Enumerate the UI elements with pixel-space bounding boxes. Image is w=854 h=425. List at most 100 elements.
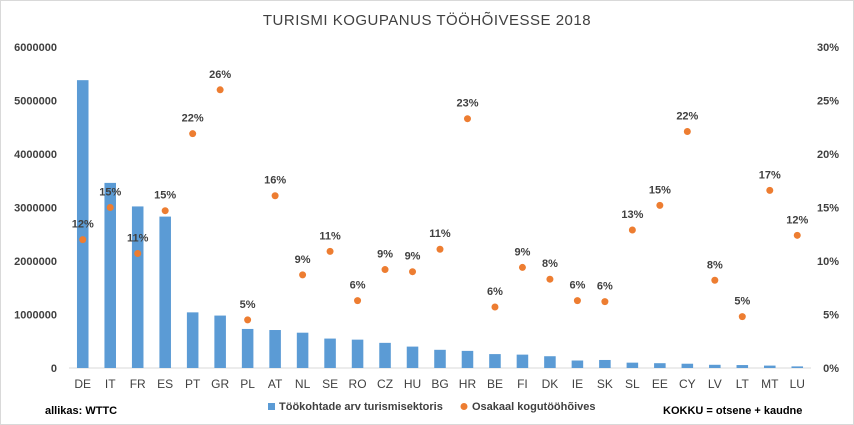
category-label: NL [295, 377, 311, 391]
data-label: 5% [240, 299, 256, 311]
legend-label-dot: Osakaal kogutööhõives [472, 401, 595, 413]
category-label: IE [572, 377, 583, 391]
data-point [244, 316, 252, 324]
data-label: 12% [72, 219, 94, 231]
bar [214, 315, 226, 368]
bar [764, 365, 776, 368]
data-point [683, 128, 691, 136]
data-point [436, 245, 444, 253]
data-label: 6% [597, 281, 613, 293]
bar [324, 338, 336, 368]
category-label: FI [517, 377, 528, 391]
category-label: RO [349, 377, 367, 391]
data-point [161, 207, 169, 215]
category-label: ES [157, 377, 173, 391]
bar [599, 359, 611, 368]
legend-label-bar: Töökohtade arv turismisektoris [279, 401, 443, 413]
data-label: 26% [209, 69, 231, 81]
category-label: SL [625, 377, 640, 391]
right-tick-label: 10% [817, 256, 839, 268]
data-point [766, 186, 774, 194]
category-label: LU [790, 377, 805, 391]
data-label: 13% [621, 209, 643, 221]
data-point [326, 247, 334, 255]
bar [489, 354, 501, 368]
bar [296, 332, 309, 368]
data-point [793, 231, 801, 239]
data-point [79, 236, 87, 244]
data-point [463, 115, 471, 123]
right-tick-label: 15% [817, 203, 839, 215]
left-tick-label: 4000000 [14, 149, 57, 161]
left-tick-label: 5000000 [14, 96, 57, 108]
data-label: 22% [182, 113, 204, 125]
category-label: PT [185, 377, 201, 391]
chart-title: TURISMI KOGUPANUS TÖÖHÕIVESSE 2018 [263, 11, 591, 29]
bar [544, 356, 556, 368]
category-label: DK [542, 377, 559, 391]
bar [241, 328, 254, 368]
data-point [216, 86, 224, 94]
data-point [381, 266, 389, 274]
data-label: 6% [350, 280, 366, 292]
data-point [299, 271, 307, 279]
data-point [106, 204, 114, 211]
data-label: 9% [405, 251, 421, 263]
data-point [738, 313, 746, 321]
bar [791, 366, 804, 368]
data-point [409, 268, 417, 276]
data-label: 9% [514, 246, 530, 258]
category-label: SK [597, 377, 613, 391]
data-label: 15% [154, 190, 176, 202]
bar [379, 342, 391, 368]
category-label: BG [431, 377, 448, 391]
category-label: AT [268, 377, 283, 391]
category-label: MT [761, 377, 779, 391]
left-tick-label: 3000000 [14, 203, 57, 215]
right-tick-label: 30% [817, 42, 839, 54]
bar [681, 363, 694, 368]
bar [76, 80, 89, 369]
data-point [491, 303, 499, 311]
data-point [656, 201, 664, 209]
bar [709, 364, 721, 368]
data-point [354, 297, 362, 305]
category-label: DE [74, 377, 91, 391]
data-point [601, 298, 609, 306]
data-label: 6% [569, 280, 585, 292]
left-tick-label: 1000000 [14, 310, 57, 322]
right-tick-label: 20% [817, 149, 839, 161]
data-point [271, 192, 279, 200]
left-tick-label: 2000000 [14, 256, 57, 268]
bar [406, 346, 419, 368]
data-point [711, 276, 719, 284]
bar [571, 360, 584, 368]
category-labels: DE IT FR ES PT GR PL AT NL SE RO CZ HU BG HR BE FI DK IE SK… [74, 377, 805, 391]
source-note: allikas: WTTC [45, 405, 117, 417]
category-label: CZ [377, 377, 393, 391]
bar [186, 312, 199, 368]
bar [269, 330, 281, 368]
definition-note: KOKKU = otsene + kaudne [663, 405, 802, 417]
bar [104, 182, 116, 368]
data-point [189, 130, 197, 138]
data-label: 15% [649, 184, 671, 196]
data-label: 5% [734, 296, 750, 308]
data-point [134, 250, 142, 258]
category-label: LV [708, 377, 722, 391]
data-point [546, 275, 554, 283]
bar [159, 216, 171, 368]
right-tick-label: 25% [817, 96, 839, 108]
category-label: HU [404, 377, 421, 391]
category-label: PL [240, 377, 255, 391]
bar [654, 363, 666, 368]
bar [736, 365, 749, 368]
data-label: 15% [99, 187, 121, 199]
category-label: EE [652, 377, 668, 391]
legend-swatch-dot [460, 403, 468, 410]
category-label: HR [459, 377, 477, 391]
data-point [628, 226, 636, 234]
data-label: 9% [295, 254, 311, 266]
data-label: 6% [487, 286, 503, 298]
